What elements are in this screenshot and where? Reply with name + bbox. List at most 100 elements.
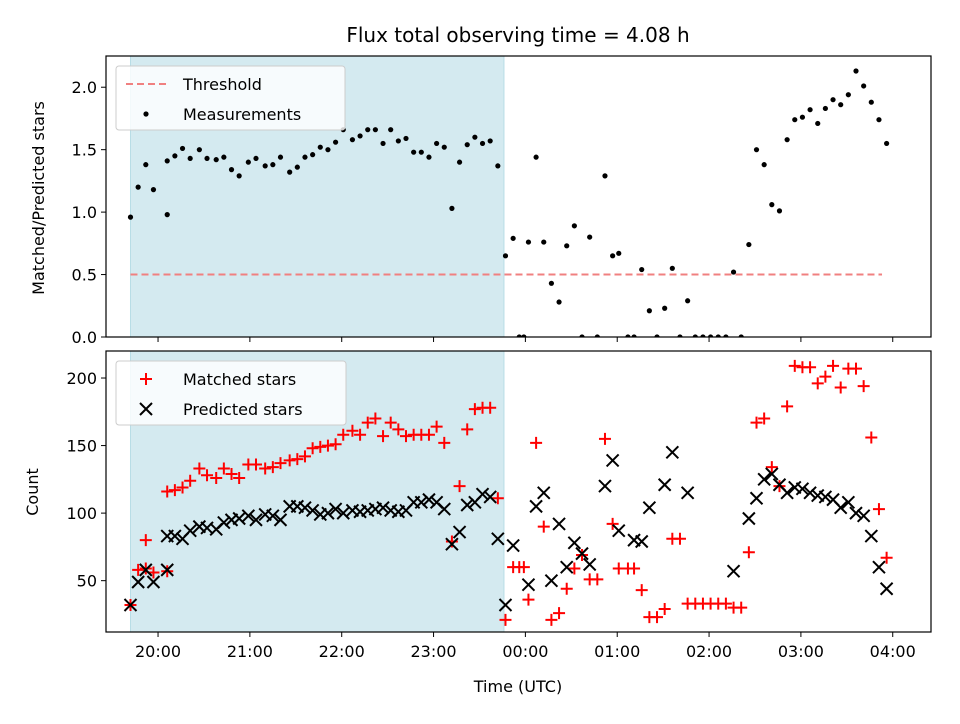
measurements-point [587,234,593,240]
predicted-stars-point [232,511,246,526]
matched-stars-point [225,467,238,480]
measurements-point [639,266,645,273]
measurements-point [294,164,300,170]
predicted-stars-point [298,501,312,515]
xtick-label: 00:00 [502,642,548,661]
measurements-point [456,159,463,165]
xtick-label: 20:00 [135,642,181,661]
measurements-point [521,334,527,337]
predicted-stars-point [249,513,263,527]
measurements-point [845,92,851,98]
predicted-stars-point [445,537,459,551]
top-ytick-label: 1.5 [72,141,97,160]
measurements-point [510,235,516,241]
top-ytick-label: 1.0 [72,203,97,222]
matched-stars-point [201,469,214,482]
predicted-stars-point [575,546,589,561]
matched-stars-point [499,613,512,626]
bottom-ytick-label: 150 [66,437,97,456]
predicted-stars-point [833,501,848,515]
matched-stars-point [811,377,824,390]
predicted-stars-point [665,445,680,460]
top-ytick-label: 0.0 [72,328,97,347]
matched-stars-point [217,462,230,475]
matched-stars-point [819,370,832,383]
measurements-point [784,137,790,143]
matched-stars-point [283,454,296,467]
predicted-stars-point [452,525,467,539]
measurements-point [135,184,141,190]
matched-stars-point [377,430,390,443]
measurements-point [631,334,637,337]
bottom-legend-box [115,360,347,426]
top-legend: Threshold Measurements [115,65,346,131]
measurements-point [685,298,691,304]
predicted-stars-point [841,495,856,510]
measurements-point [548,280,555,286]
predicted-stars-point [529,499,543,514]
measurements-point [464,142,470,148]
bottom-plot: 50 100 150 200 20:00 21:00 22:00 23:00 00:00 01:0… [66,350,932,661]
predicted-stars-point [168,529,182,543]
measurements-point [495,163,501,169]
measurements-point [262,163,268,169]
predicted-stars-point [266,509,280,523]
matched-stars-point [484,401,497,414]
measurements-point [868,99,874,105]
predicted-stars-point [612,523,626,538]
bottom-xlabel: Time (UTC) [473,677,562,696]
legend-label: Matched stars [183,370,296,389]
matched-stars-point [865,431,878,444]
matched-stars-point [329,438,342,451]
measurements-point [213,157,219,163]
matched-stars-point [259,462,272,475]
measurements-point [730,269,737,275]
legend-label: Threshold [182,75,262,94]
top-ytick-label: 2.0 [72,78,97,97]
matched-stars-point [765,461,778,474]
measurements-point [380,140,386,147]
measurements-point [876,117,882,123]
predicted-stars-point [749,491,764,505]
measurements-point [127,214,134,220]
measurements-point [395,138,401,144]
xtick-label: 22:00 [319,642,365,661]
predicted-stars-point [498,598,513,612]
predicted-stars-point [183,523,197,538]
matched-stars-point [422,428,435,441]
measurements-point [441,144,447,150]
predicted-stars-point [803,486,817,500]
measurements-point [707,334,714,337]
bottom-legend: Matched stars Predicted stars [115,360,347,426]
matched-stars-point [804,361,817,374]
predicted-stars-point [336,506,350,520]
measurements-point [434,140,440,147]
matched-stars-point [354,428,367,441]
matched-stars-point [742,546,755,559]
measurements-point [372,127,378,133]
measurements-point [418,149,424,155]
matched-stars-point [453,480,466,493]
matched-stars-point [850,362,862,375]
predicted-stars-point [757,472,771,487]
predicted-stars-point [123,598,138,612]
matched-stars-point [560,582,573,595]
measurements-point [236,173,242,179]
measurements-point [541,239,547,245]
matched-stars-point [176,481,189,494]
legend-label: Measurements [183,105,301,124]
bottom-ylabel: Count [23,468,42,516]
predicted-stars-point [437,502,451,516]
measurements-point [426,154,432,160]
measurements-point [822,105,828,112]
top-ylabel: Matched/Predicted stars [29,101,48,295]
predicted-stars-point [241,509,256,523]
measurements-point [669,265,675,271]
measurements-point [403,135,409,142]
measurements-point [221,154,227,160]
measurements-point [411,149,417,155]
matched-stars-point [651,611,664,624]
top-plot: 0.0 0.5 1.0 1.5 2.0 Threshold Measurements [72,55,932,347]
predicted-stars-point [765,467,779,481]
